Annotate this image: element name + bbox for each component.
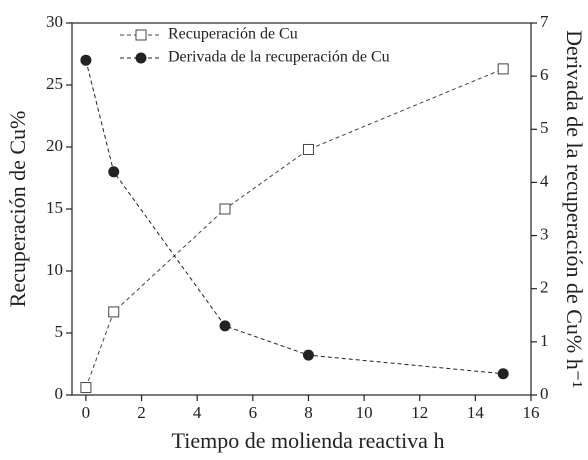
y2-tick-label: 4 [540, 171, 549, 190]
series-line [85, 60, 504, 375]
series-line [85, 68, 504, 388]
legend-marker [135, 52, 147, 64]
y2-axis-label: Derivada de la recuperación de Cu% h⁻¹ [562, 30, 587, 388]
y2-tick-label: 6 [540, 65, 549, 84]
y-tick-label: 30 [46, 12, 63, 31]
x-tick-label: 16 [523, 403, 540, 422]
y-tick-label: 15 [46, 198, 63, 217]
y2-tick-label: 7 [540, 12, 549, 31]
y2-tick-label: 0 [540, 384, 549, 403]
legend-label: Derivada de la recuperación de Cu [168, 49, 390, 66]
x-tick-label: 4 [193, 403, 202, 422]
y2-tick-label: 5 [540, 118, 549, 137]
y-tick-label: 5 [55, 322, 64, 341]
y2-tick-label: 2 [540, 278, 549, 297]
x-tick-label: 2 [137, 403, 146, 422]
data-point [302, 143, 314, 155]
x-tick-label: 8 [304, 403, 313, 422]
x-tick-label: 10 [356, 403, 373, 422]
y-tick-label: 10 [46, 260, 63, 279]
data-point [497, 63, 509, 75]
data-point [108, 166, 120, 178]
x-axis-label: Tiempo de molienda reactiva h [172, 428, 445, 453]
x-tick-label: 6 [249, 403, 258, 422]
data-point [302, 349, 314, 361]
y-tick-label: 20 [46, 136, 63, 155]
legend-marker [135, 29, 147, 41]
legend-label: Recuperación de Cu [168, 26, 298, 43]
y-axis-label: Recuperación de Cu% [5, 111, 30, 308]
data-point [108, 306, 120, 318]
x-tick-label: 12 [411, 403, 428, 422]
x-tick-label: 0 [82, 403, 91, 422]
data-point [219, 320, 231, 332]
data-point [80, 54, 92, 66]
x-tick-label: 14 [467, 403, 485, 422]
data-point [219, 203, 231, 215]
data-point [80, 382, 92, 394]
y2-tick-label: 1 [540, 331, 549, 350]
y2-tick-label: 3 [540, 224, 549, 243]
data-point [497, 368, 509, 380]
y-tick-label: 25 [46, 74, 63, 93]
y-tick-label: 0 [55, 384, 64, 403]
